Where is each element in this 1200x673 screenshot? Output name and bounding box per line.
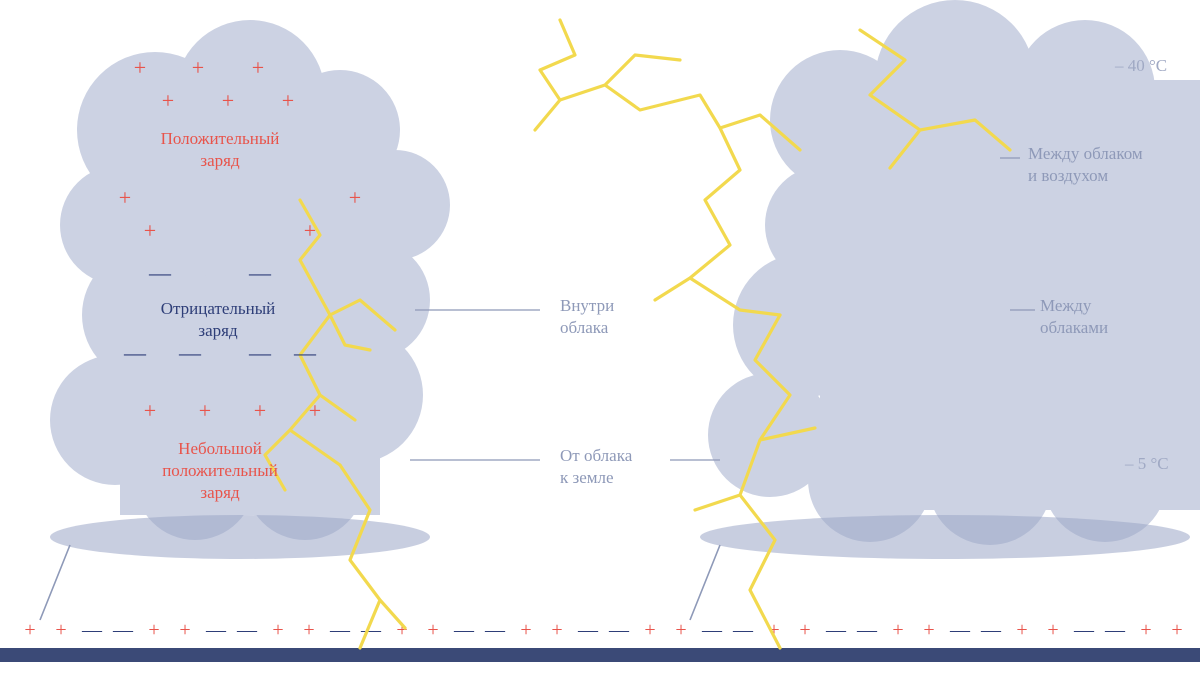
lightning-diagram: + + — — + + — — + + — — + + — — + + — — + + — — + + — — + + — — + + — — + + + +… (0, 0, 1200, 673)
svg-text:+: + (1171, 619, 1182, 641)
callout-between-clouds: Между облаками (1040, 295, 1108, 339)
temp-top: – 40 °C (1115, 55, 1167, 77)
positive-charge-line1: Положительный (161, 128, 280, 150)
svg-text:—: — (608, 619, 630, 641)
callout-air-line1: Между облаком (1028, 143, 1143, 165)
svg-text:+: + (144, 398, 156, 423)
svg-text:+: + (252, 55, 264, 80)
svg-text:+: + (179, 619, 190, 641)
svg-text:+: + (272, 619, 283, 641)
svg-text:—: — (123, 340, 147, 365)
svg-text:—: — (453, 619, 475, 641)
svg-text:—: — (484, 619, 506, 641)
svg-text:—: — (293, 340, 317, 365)
svg-text:+: + (892, 619, 903, 641)
svg-text:—: — (980, 619, 1002, 641)
svg-text:+: + (144, 218, 156, 243)
small-positive-line2: положительный (162, 460, 278, 482)
callout-ground-line2: к земле (560, 467, 632, 489)
svg-text:—: — (1104, 619, 1126, 641)
svg-text:+: + (303, 619, 314, 641)
small-positive-charge-label: Небольшой положительный заряд (162, 438, 278, 504)
svg-text:—: — (112, 619, 134, 641)
svg-text:—: — (732, 619, 754, 641)
svg-text:+: + (1140, 619, 1151, 641)
small-positive-line1: Небольшой (162, 438, 278, 460)
callout-inside-line1: Внутри (560, 295, 614, 317)
svg-text:+: + (148, 619, 159, 641)
svg-text:+: + (520, 619, 531, 641)
svg-text:—: — (236, 619, 258, 641)
svg-text:—: — (949, 619, 971, 641)
positive-charge-label: Положительный заряд (161, 128, 280, 172)
svg-text:+: + (55, 619, 66, 641)
svg-text:—: — (329, 619, 351, 641)
svg-text:+: + (24, 619, 35, 641)
svg-text:+: + (923, 619, 934, 641)
svg-text:+: + (199, 398, 211, 423)
svg-text:+: + (799, 619, 810, 641)
callout-cloud-ground: От облака к земле (560, 445, 632, 489)
svg-text:+: + (551, 619, 562, 641)
callout-inside-line2: облака (560, 317, 614, 339)
svg-text:—: — (577, 619, 599, 641)
svg-text:—: — (856, 619, 878, 641)
svg-text:+: + (192, 55, 204, 80)
callout-cloud-air: Между облаком и воздухом (1028, 143, 1143, 187)
svg-text:+: + (304, 218, 316, 243)
svg-text:—: — (81, 619, 103, 641)
svg-text:+: + (309, 398, 321, 423)
svg-text:+: + (1016, 619, 1027, 641)
svg-text:+: + (254, 398, 266, 423)
svg-text:—: — (248, 340, 272, 365)
callout-between-line1: Между (1040, 295, 1108, 317)
svg-text:+: + (162, 88, 174, 113)
svg-text:+: + (675, 619, 686, 641)
negative-charge-line2: заряд (161, 320, 276, 342)
svg-text:+: + (222, 88, 234, 113)
small-positive-line3: заряд (162, 482, 278, 504)
positive-charge-line2: заряд (161, 150, 280, 172)
callout-between-line2: облаками (1040, 317, 1108, 339)
callout-ground-line1: От облака (560, 445, 632, 467)
temp-bottom: – 5 °C (1125, 453, 1169, 475)
svg-text:—: — (825, 619, 847, 641)
svg-text:+: + (282, 88, 294, 113)
callout-inside-cloud: Внутри облака (560, 295, 614, 339)
svg-text:—: — (248, 260, 272, 285)
svg-text:—: — (1073, 619, 1095, 641)
svg-text:+: + (427, 619, 438, 641)
svg-text:+: + (349, 185, 361, 210)
svg-text:+: + (644, 619, 655, 641)
svg-text:—: — (148, 260, 172, 285)
callout-air-line2: и воздухом (1028, 165, 1143, 187)
svg-text:+: + (119, 185, 131, 210)
negative-charge-label: Отрицательный заряд (161, 298, 276, 342)
svg-text:+: + (1047, 619, 1058, 641)
svg-text:—: — (701, 619, 723, 641)
negative-charge-line1: Отрицательный (161, 298, 276, 320)
svg-text:—: — (205, 619, 227, 641)
svg-text:+: + (134, 55, 146, 80)
svg-text:—: — (178, 340, 202, 365)
